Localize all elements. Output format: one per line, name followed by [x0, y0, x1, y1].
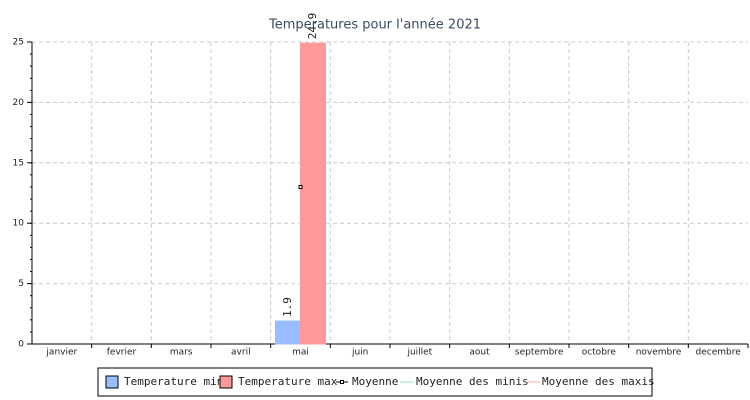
- legend-label: Moyenne: [352, 375, 398, 388]
- x-tick-label: fevrier: [107, 348, 137, 358]
- legend-swatch: [105, 375, 119, 389]
- legend-label: Temperature min: [124, 375, 223, 388]
- legend-label: Moyenne des minis: [416, 375, 529, 388]
- bar: [300, 42, 326, 345]
- y-tick-label: 20: [13, 98, 25, 108]
- y-tick-label: 10: [13, 219, 25, 229]
- x-tick-label: mars: [170, 348, 193, 358]
- x-tick-label: decembre: [696, 348, 742, 358]
- x-tick-label: novembre: [636, 348, 682, 358]
- mean-point: [298, 184, 303, 189]
- chart-title: Temperatures pour l'année 2021: [268, 18, 481, 33]
- x-tick-label: mai: [292, 348, 309, 358]
- legend-box: [97, 367, 653, 397]
- x-tick-label: aout: [469, 348, 490, 358]
- x-tick-label: octobre: [582, 348, 617, 358]
- x-tick-label: septembre: [515, 348, 564, 358]
- value-label: 1.9: [281, 297, 294, 317]
- y-tick-label: 25: [13, 38, 24, 48]
- y-tick-label: 0: [18, 340, 24, 350]
- x-tick-label: janvier: [45, 348, 77, 358]
- x-tick-label: juillet: [406, 348, 432, 358]
- x-tick-label: avril: [231, 348, 251, 358]
- x-tick-label: juin: [351, 348, 368, 358]
- legend-label: Temperature max: [238, 375, 338, 388]
- y-tick-label: 15: [13, 158, 24, 168]
- y-tick-label: 5: [18, 279, 24, 289]
- legend-swatch: [340, 380, 344, 384]
- legend-swatch: [219, 375, 233, 389]
- bar: [275, 320, 301, 345]
- value-label: 24.9: [306, 13, 319, 40]
- legend-label: Moyenne des maxis: [542, 375, 655, 388]
